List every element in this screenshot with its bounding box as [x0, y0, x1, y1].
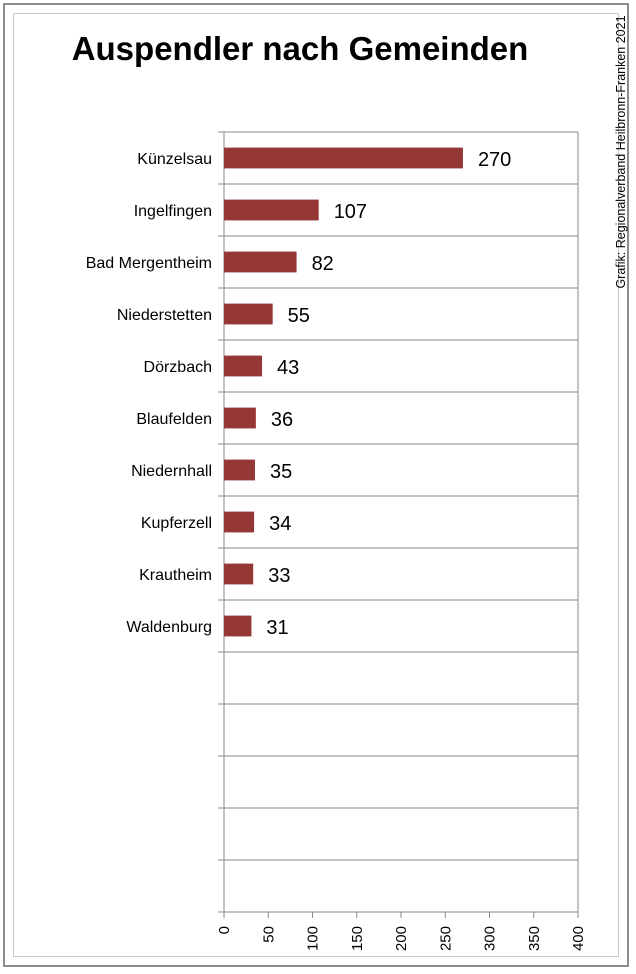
bar — [224, 355, 263, 377]
bar — [224, 199, 319, 221]
value-tick-label: 250 — [437, 926, 454, 951]
bar — [224, 147, 463, 169]
data-label: 34 — [269, 513, 291, 535]
value-tick-label: 300 — [482, 926, 499, 951]
value-tick-label: 150 — [349, 926, 366, 951]
bar — [224, 407, 256, 429]
bar — [224, 251, 297, 273]
chart-inner-border — [13, 13, 619, 957]
data-label: 82 — [312, 253, 334, 275]
value-tick-label: 100 — [305, 926, 322, 951]
category-label: Niedernhall — [131, 463, 212, 480]
chart-title: Auspendler nach Gemeinden — [71, 30, 529, 67]
value-tick-label: 400 — [570, 926, 587, 951]
data-label: 35 — [270, 461, 292, 483]
bar — [224, 615, 252, 637]
category-label: Ingelfingen — [134, 203, 212, 220]
data-label: 36 — [271, 409, 293, 431]
value-tick-label: 0 — [216, 926, 233, 934]
bar — [224, 511, 255, 533]
data-label: 33 — [268, 565, 290, 587]
category-label: Kupferzell — [141, 515, 212, 532]
category-label: Dörzbach — [144, 359, 212, 376]
value-tick-label: 50 — [260, 926, 277, 943]
value-tick-label: 200 — [393, 926, 410, 951]
category-label: Künzelsau — [137, 151, 212, 168]
data-label: 43 — [277, 357, 299, 379]
category-label: Niederstetten — [117, 307, 212, 324]
category-label: Bad Mergentheim — [86, 255, 212, 272]
data-label: 270 — [478, 149, 511, 171]
data-label: 31 — [266, 617, 288, 639]
data-label: 55 — [288, 305, 310, 327]
bar — [224, 459, 255, 481]
data-label: 107 — [334, 201, 367, 223]
value-tick-label: 350 — [526, 926, 543, 951]
category-label: Blaufelden — [136, 411, 212, 428]
category-label: Krautheim — [139, 567, 212, 584]
category-label: Waldenburg — [126, 619, 212, 636]
bar — [224, 563, 254, 585]
bar — [224, 303, 273, 325]
